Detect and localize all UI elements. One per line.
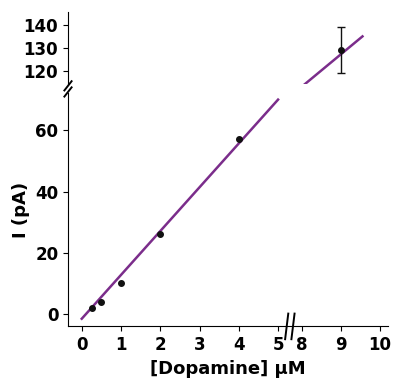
- X-axis label: [Dopamine] μM: [Dopamine] μM: [150, 360, 306, 378]
- Y-axis label: I (pA): I (pA): [12, 182, 30, 238]
